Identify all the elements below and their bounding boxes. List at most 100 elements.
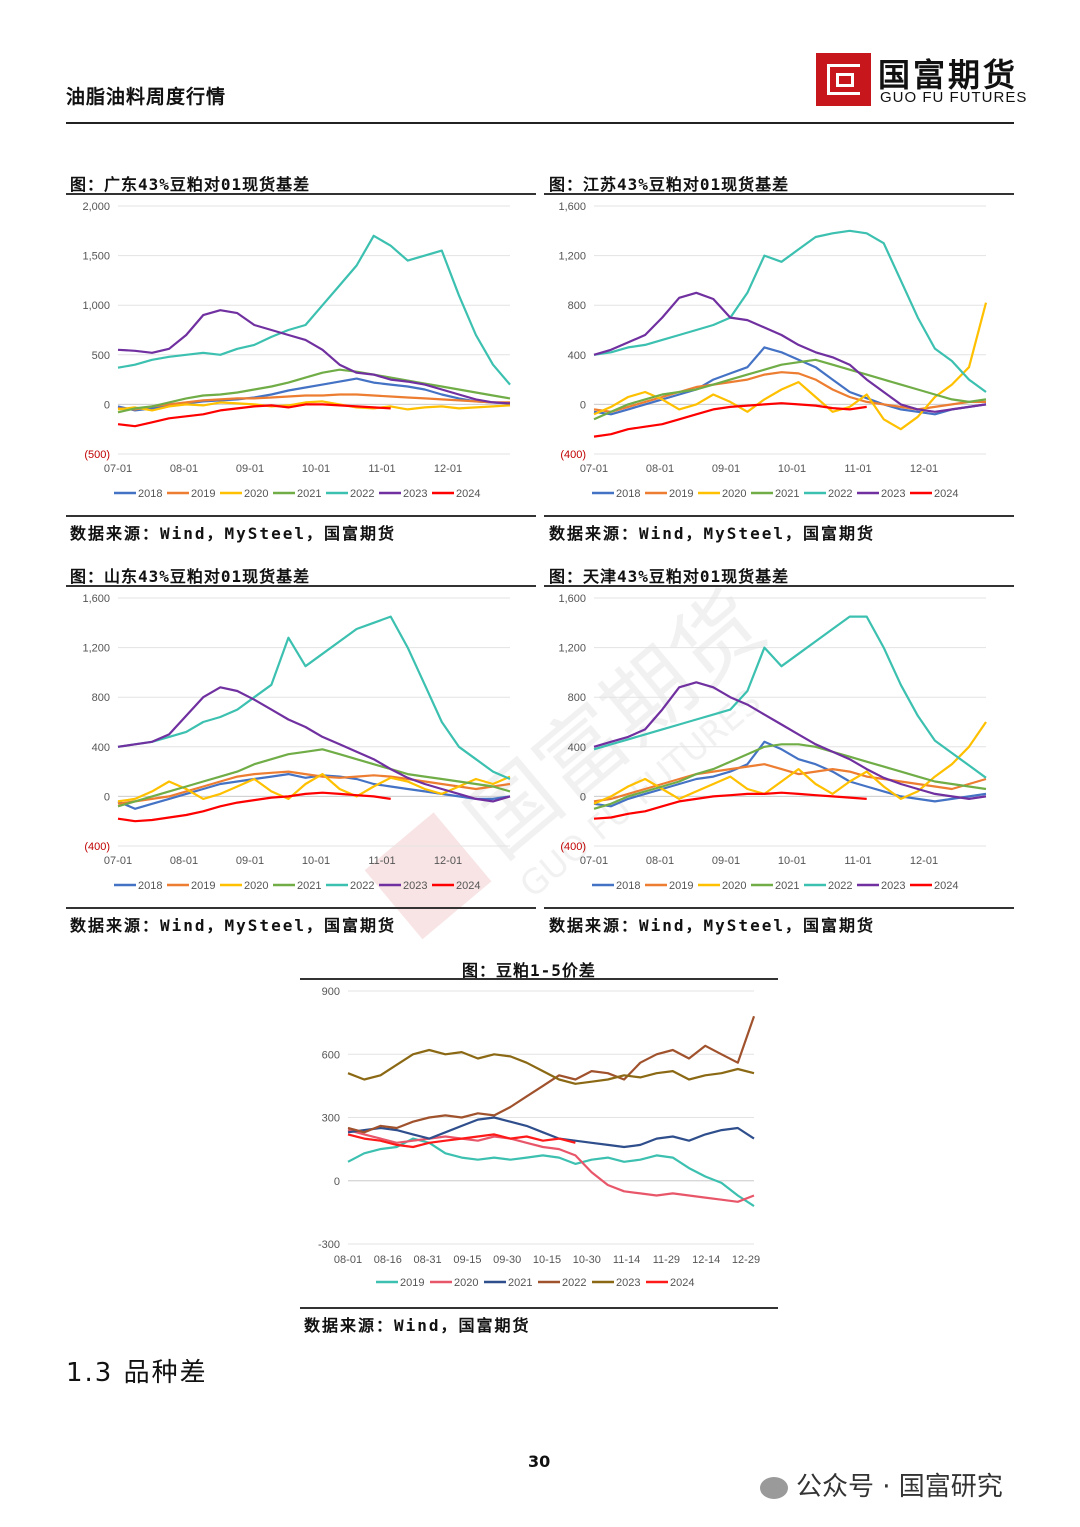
x-tick-label: 12-01 — [434, 463, 462, 475]
x-tick-label: 10-01 — [778, 463, 806, 475]
x-tick-label: 09-01 — [712, 855, 740, 867]
wechat-icon — [760, 1476, 788, 1499]
series-line-2024 — [117, 403, 391, 428]
legend-label-2022: 2022 — [562, 1277, 586, 1289]
series-line-2022 — [347, 1015, 756, 1134]
y-tick-label: 400 — [92, 742, 110, 754]
y-tick-label: 1,200 — [558, 643, 586, 655]
legend-label-2019: 2019 — [669, 488, 693, 500]
legend-label-2019: 2019 — [191, 488, 215, 500]
series-line-2022 — [593, 615, 987, 779]
x-tick-label: 12-14 — [692, 1254, 720, 1266]
logo-chinese-name: 国富期货 — [878, 56, 1019, 94]
x-tick-label: 08-01 — [170, 855, 198, 867]
chart-source-rule — [66, 907, 536, 909]
legend-label-2020: 2020 — [722, 488, 746, 500]
series-line-2022 — [117, 615, 511, 781]
x-tick-label: 10-01 — [302, 463, 330, 475]
chart-source-tianjin: 数据来源：Wind，MySteel，国富期货 — [549, 916, 875, 935]
legend-label-2021: 2021 — [775, 880, 799, 892]
y-tick-label: 1,600 — [82, 593, 110, 605]
x-tick-label: 11-01 — [844, 463, 871, 475]
y-tick-label: (400) — [84, 841, 110, 853]
chart-source-rule — [544, 515, 1014, 517]
x-tick-label: 07-01 — [104, 463, 132, 475]
y-tick-label: 800 — [92, 692, 110, 704]
y-tick-label: 1,600 — [558, 593, 586, 605]
wechat-account-label: 公众号 · 国富研究 — [760, 1466, 1003, 1503]
legend-label-2019: 2019 — [191, 880, 215, 892]
y-tick-label: -300 — [318, 1239, 340, 1251]
legend-label-2023: 2023 — [403, 880, 427, 892]
x-tick-label: 10-30 — [573, 1254, 601, 1266]
chart-source-rule — [66, 515, 536, 517]
chart-source-shandong: 数据来源：Wind，MySteel，国富期货 — [70, 916, 396, 935]
y-tick-label: 1,200 — [82, 643, 110, 655]
legend-label-2023: 2023 — [403, 488, 427, 500]
y-tick-label: 1,200 — [558, 251, 586, 263]
x-tick-label: 12-29 — [732, 1254, 760, 1266]
header-divider — [66, 122, 1014, 124]
series-line-2020 — [117, 400, 511, 412]
series-line-2019 — [117, 393, 510, 411]
legend-label-2023: 2023 — [881, 880, 905, 892]
x-tick-label: 09-30 — [493, 1254, 521, 1266]
chart-source-rule — [300, 1307, 778, 1309]
x-tick-label: 09-01 — [236, 463, 264, 475]
series-line-2024 — [347, 1133, 576, 1149]
series-line-2022 — [593, 229, 987, 393]
legend-label-2021: 2021 — [508, 1277, 532, 1289]
x-tick-label: 09-01 — [236, 855, 264, 867]
x-tick-label: 11-01 — [368, 463, 395, 475]
series-line-2023 — [347, 1048, 755, 1085]
y-tick-label: (400) — [560, 449, 586, 461]
legend-label-2023: 2023 — [881, 488, 905, 500]
legend-label-2018: 2018 — [616, 880, 640, 892]
y-tick-label: 2,000 — [82, 201, 110, 213]
legend-label-2022: 2022 — [350, 880, 374, 892]
chart-source-jiangsu: 数据来源：Wind，MySteel，国富期货 — [549, 524, 875, 543]
x-tick-label: 10-15 — [533, 1254, 561, 1266]
chart-title-rule — [300, 978, 778, 980]
wechat-account-text: 公众号 · 国富研究 — [796, 1472, 1003, 1502]
series-line-2021 — [593, 358, 987, 421]
series-line-2020 — [347, 1129, 755, 1203]
report-title: 油脂油料周度行情 — [66, 86, 227, 108]
y-tick-label: (400) — [560, 841, 586, 853]
x-tick-label: 12-01 — [910, 463, 938, 475]
legend-label-2022: 2022 — [350, 488, 374, 500]
chart-spread: 900 600 300 0 -300 08-01 08-16 08-31 09-15 09-30 1… — [318, 986, 760, 1289]
legend-label-2018: 2018 — [616, 488, 640, 500]
x-tick-label: 12-01 — [434, 855, 462, 867]
series-line-2020 — [593, 302, 988, 431]
y-tick-label: 1,600 — [558, 201, 586, 213]
series-line-2021 — [347, 1116, 755, 1149]
legend-label-2019: 2019 — [400, 1277, 424, 1289]
chart-jiangsu: 1,600 1,200 800 400 0 (400) 07-01 08-01 09-01 10-… — [558, 201, 988, 500]
company-logo-icon — [816, 53, 871, 106]
section-heading: 1.3 品种差 — [66, 1358, 208, 1388]
y-tick-label: 500 — [92, 350, 110, 362]
legend-label-2021: 2021 — [775, 488, 799, 500]
x-tick-label: 08-01 — [334, 1254, 362, 1266]
legend-label-2024: 2024 — [670, 1277, 694, 1289]
chart-title-tianjin: 图：天津43%豆粕对01现货基差 — [549, 567, 790, 586]
x-tick-label: 07-01 — [580, 463, 608, 475]
legend-label-2024: 2024 — [934, 880, 958, 892]
series-line-2021 — [117, 368, 511, 414]
legend-label-2018: 2018 — [138, 488, 162, 500]
legend-label-2019: 2019 — [669, 880, 693, 892]
x-tick-label: 10-01 — [302, 855, 330, 867]
chart-source-spread: 数据来源：Wind，国富期货 — [304, 1316, 531, 1335]
legend-label-2021: 2021 — [297, 488, 321, 500]
y-tick-label: 1,500 — [82, 251, 110, 263]
y-tick-label: 0 — [334, 1176, 340, 1188]
chart-title-rule — [66, 193, 536, 195]
series-line-2021 — [117, 748, 511, 808]
x-tick-label: 08-01 — [170, 463, 198, 475]
chart-title-guangdong: 图：广东43%豆粕对01现货基差 — [70, 175, 311, 194]
y-tick-label: 0 — [104, 399, 110, 411]
x-tick-label: 07-01 — [580, 855, 608, 867]
chart-title-rule — [544, 193, 1014, 195]
series-line-2021 — [593, 743, 987, 810]
